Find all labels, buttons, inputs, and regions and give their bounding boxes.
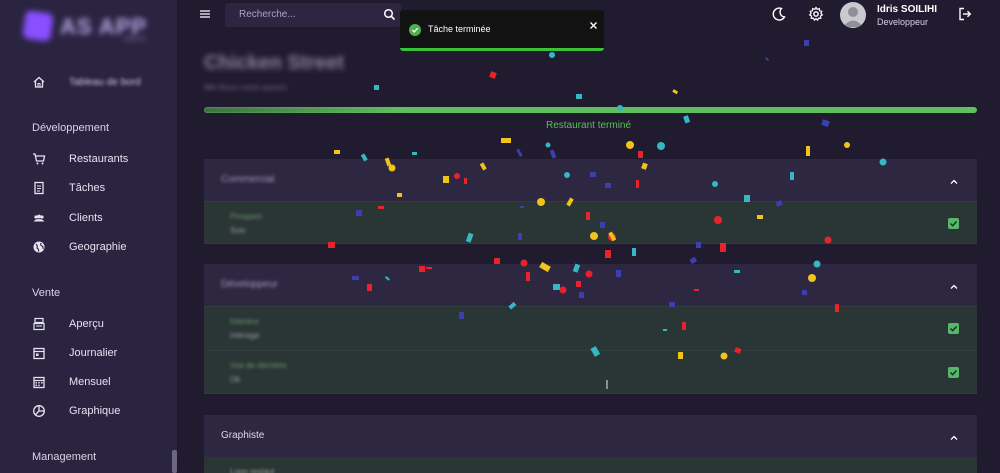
sidebar-scrollbar[interactable]	[172, 450, 177, 473]
task-checkbox[interactable]	[948, 218, 959, 229]
gear-icon	[808, 6, 824, 22]
home-icon	[31, 74, 47, 90]
sidebar-item-label: Clients	[69, 212, 103, 224]
success-check-icon	[409, 24, 421, 36]
task-row: Interieur Intérage	[204, 306, 977, 350]
dark-mode-toggle[interactable]	[771, 6, 789, 24]
search-icon[interactable]	[383, 8, 396, 26]
check-icon	[950, 221, 958, 227]
chevron-up-icon[interactable]	[949, 279, 959, 297]
accordion-title: Développeur	[221, 279, 278, 290]
section-title-developpement: Développement	[32, 122, 110, 134]
menu-button[interactable]	[198, 7, 214, 23]
accordion-title: Commercial	[221, 174, 275, 185]
task-value: Intérage	[230, 331, 260, 340]
page-title: Chicken Street	[204, 52, 345, 74]
sidebar-item-label: Journalier	[69, 347, 118, 359]
logo-sub: admin	[124, 34, 146, 43]
globe-icon	[31, 239, 47, 255]
chevron-up-icon[interactable]	[949, 174, 959, 192]
toast-progress-bar	[400, 48, 604, 51]
hamburger-icon	[200, 10, 210, 18]
avatar[interactable]	[840, 2, 866, 28]
sidebar-item-graphique[interactable]: Graphique	[0, 397, 178, 425]
calendar-day-icon	[31, 345, 47, 361]
search-input[interactable]	[239, 9, 379, 20]
progress-bar	[204, 107, 977, 113]
page-subtitle: Mkt Rous voiciv panorn	[204, 83, 288, 92]
user-name: Idris SOILIHI	[877, 4, 938, 15]
logo-name: AS APP	[60, 14, 148, 39]
sidebar-item-label: Geographie	[69, 241, 127, 253]
sidebar-item-taches[interactable]: Tâches	[0, 174, 178, 202]
task-value: Suiv	[230, 226, 246, 235]
logout-button[interactable]	[957, 6, 975, 24]
sidebar: AS APP admin Tableau de bord Développeme…	[0, 0, 178, 473]
sidebar-item-label: Aperçu	[69, 318, 104, 330]
task-row: Logo restaut	[204, 457, 977, 473]
close-icon[interactable]	[589, 17, 598, 35]
app-logo[interactable]: AS APP admin	[22, 10, 154, 44]
sidebar-item-label: Tableau de bord	[69, 76, 141, 88]
sidebar-item-label: Tâches	[69, 182, 106, 194]
toast-message: Tâche terminée	[428, 24, 491, 34]
sidebar-item-label: Mensuel	[69, 376, 111, 388]
logo-mark	[22, 10, 54, 42]
sidebar-item-journalier[interactable]: Journalier	[0, 339, 178, 367]
check-icon	[950, 370, 958, 376]
task-checkbox[interactable]	[948, 367, 959, 378]
task-checkbox[interactable]	[948, 323, 959, 334]
task-name: Logo restaut	[230, 467, 275, 473]
task-value: Ok	[230, 375, 241, 384]
sidebar-item-restaurants[interactable]: Restaurants	[0, 145, 178, 173]
accordion-header-developpeur[interactable]: Développeur	[204, 264, 977, 306]
cart-icon	[31, 151, 47, 167]
check-icon	[950, 326, 958, 332]
section-title-vente: Vente	[32, 287, 61, 299]
task-name: Prospect	[230, 212, 262, 221]
sidebar-item-mensuel[interactable]: Mensuel	[0, 368, 178, 396]
accordion-title: Graphiste	[221, 430, 265, 441]
chevron-up-icon[interactable]	[949, 430, 959, 448]
pie-chart-icon	[31, 403, 47, 419]
user-icon	[843, 7, 863, 27]
sidebar-item-apercu[interactable]: Aperçu	[0, 310, 178, 338]
task-name: Interieur	[230, 317, 260, 326]
task-row: Vue de derniére Ok	[204, 350, 977, 394]
sidebar-item-dashboard[interactable]: Tableau de bord	[0, 68, 178, 96]
sidebar-item-geographie[interactable]: Geographie	[0, 233, 178, 261]
section-title-management: Management	[32, 451, 97, 463]
accordion-header-graphiste[interactable]: Graphiste	[204, 415, 977, 457]
progress-label: Restaurant terminé	[546, 120, 632, 131]
user-role: Developpeur	[877, 17, 929, 27]
settings-button[interactable]	[808, 6, 826, 24]
toast-notification: Tâche terminée	[400, 10, 604, 51]
moon-icon	[772, 7, 786, 21]
point-of-sale-icon	[31, 316, 47, 332]
receipt-icon	[31, 180, 47, 196]
task-row: Prospect Suiv	[204, 201, 977, 244]
search-bar	[225, 3, 401, 27]
accordion-header-commercial[interactable]: Commercial	[204, 159, 977, 201]
group-icon	[31, 210, 47, 226]
sidebar-item-label: Restaurants	[69, 153, 129, 165]
calendar-month-icon	[31, 374, 47, 390]
task-name: Vue de derniére	[230, 361, 287, 370]
sidebar-item-label: Graphique	[69, 405, 121, 417]
logout-icon	[959, 7, 972, 21]
sidebar-item-clients[interactable]: Clients	[0, 204, 178, 232]
